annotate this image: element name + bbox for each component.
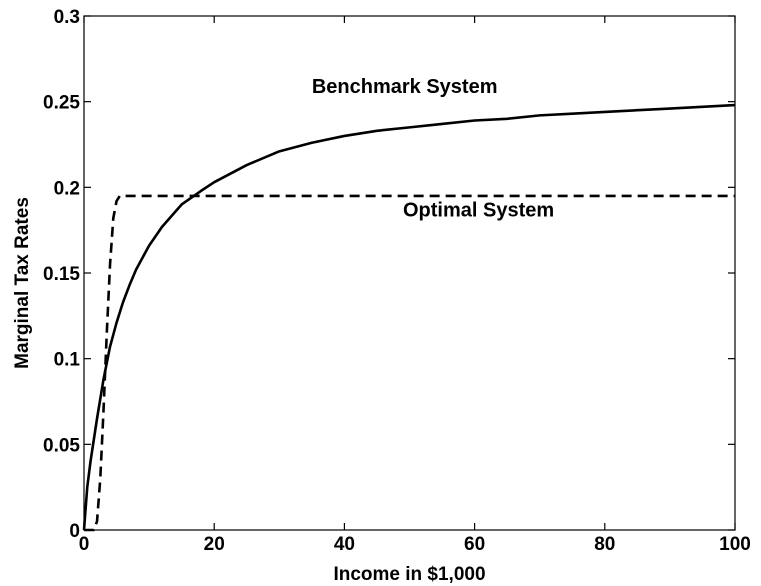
y-tick-label: 0.15 xyxy=(43,264,80,285)
annotation-label: Optimal System xyxy=(403,199,554,221)
x-tick-label: 100 xyxy=(719,534,751,555)
y-tick-label: 0 xyxy=(69,521,80,542)
series-line-dashed xyxy=(84,194,735,532)
series-lines xyxy=(82,103,736,532)
annotation-label: Benchmark System xyxy=(312,76,498,98)
y-tick-label: 0.3 xyxy=(54,7,80,28)
x-axis-label: Income in $1,000 xyxy=(333,564,485,585)
y-tick-label: 0.2 xyxy=(54,178,80,199)
tick-labels: 0 20 40 60 80 100 0 0.05 0.1 0.15 0.2 0.25 0.3 xyxy=(43,7,751,555)
x-tick-label: 20 xyxy=(204,534,225,555)
series-line-solid xyxy=(82,103,736,531)
y-axis-label: Marginal Tax Rates xyxy=(12,197,33,369)
x-tick-label: 60 xyxy=(464,534,485,555)
x-tick-label: 40 xyxy=(334,534,355,555)
x-tick-label: 0 xyxy=(79,534,90,555)
x-tick-label: 80 xyxy=(594,534,615,555)
y-tick-label: 0.1 xyxy=(54,350,81,371)
annotations: Benchmark System Optimal System xyxy=(312,76,554,221)
y-tick-label: 0.05 xyxy=(43,435,80,456)
y-tick-label: 0.25 xyxy=(43,93,80,114)
